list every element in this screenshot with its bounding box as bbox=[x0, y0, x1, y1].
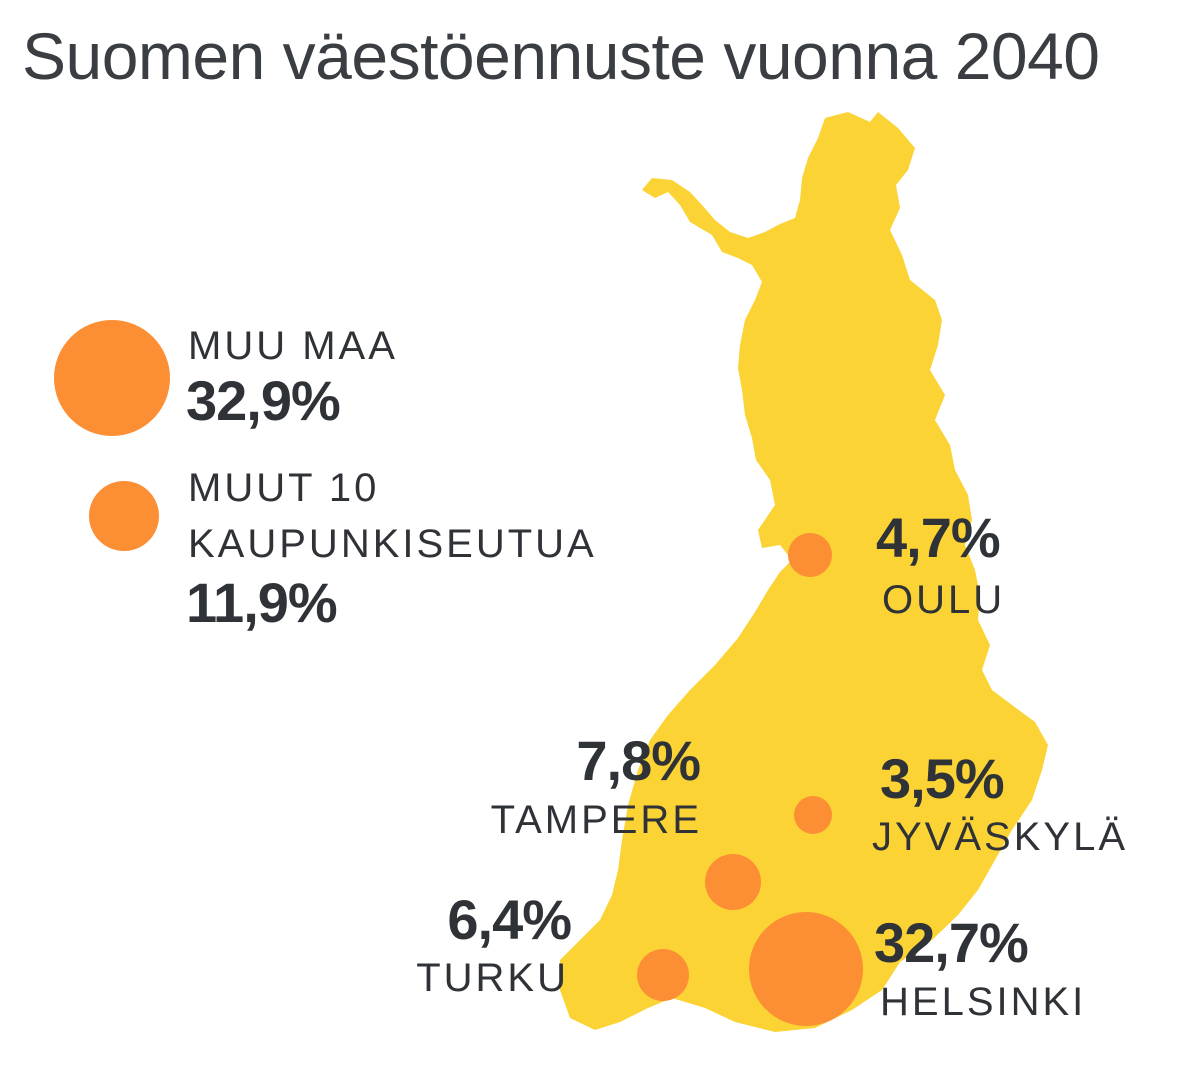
legend-label-muut-line1: MUUT 10 bbox=[188, 466, 380, 510]
turku-value: 6,4% bbox=[447, 888, 572, 951]
legend-value-muu-maa: 32,9% bbox=[186, 369, 341, 432]
turku-name: TURKU bbox=[416, 956, 569, 1000]
helsinki-name: HELSINKI bbox=[880, 980, 1087, 1024]
legend-label-muut-line2: KAUPUNKISEUTUA bbox=[188, 522, 597, 566]
bubble-oulu bbox=[788, 533, 832, 577]
legend-label-muu-maa: MUU MAA bbox=[188, 324, 398, 368]
map-title: Suomen väestöennuste vuonna 2040 bbox=[22, 19, 1100, 93]
bubble-turku bbox=[637, 949, 689, 1001]
bubble-jyvaskyla bbox=[794, 796, 832, 834]
tampere-name: TAMPERE bbox=[490, 798, 702, 842]
oulu-name: OULU bbox=[882, 578, 1006, 622]
jyvaskyla-value: 3,5% bbox=[880, 747, 1005, 810]
oulu-value: 4,7% bbox=[876, 506, 1001, 569]
tampere-value: 7,8% bbox=[576, 729, 701, 792]
legend-bubble-muut-kaupunkiseudut bbox=[89, 481, 159, 551]
legend-value-muut: 11,9% bbox=[186, 571, 338, 634]
bubble-helsinki bbox=[749, 912, 863, 1026]
legend-bubble-muu-maa bbox=[54, 320, 170, 436]
jyvaskyla-name: JYVÄSKYLÄ bbox=[872, 815, 1129, 859]
bubble-tampere bbox=[705, 854, 761, 910]
helsinki-value: 32,7% bbox=[874, 911, 1029, 974]
